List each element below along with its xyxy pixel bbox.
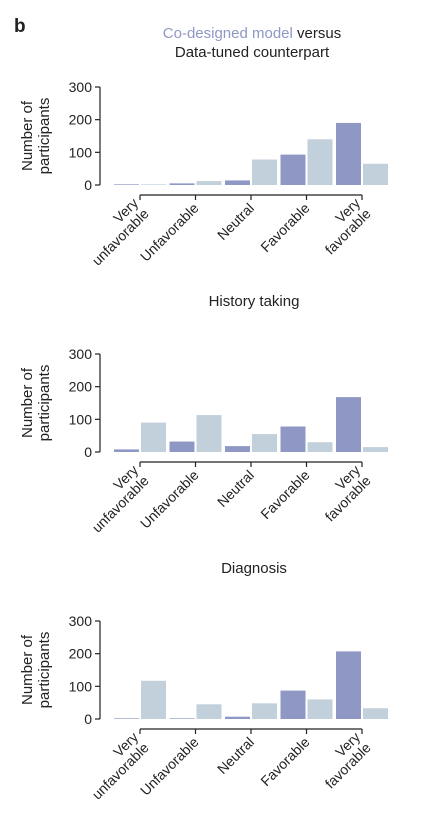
y-tick-label: 100 xyxy=(69,678,93,694)
legend-joiner: versus xyxy=(297,25,341,42)
bar xyxy=(225,180,250,185)
bar xyxy=(363,447,388,452)
bar xyxy=(307,699,333,719)
bar xyxy=(114,184,139,185)
x-tick-label: Neutral xyxy=(214,734,257,777)
x-axis-label: Diagnosis xyxy=(221,560,287,577)
x-tick-label: Unfavorable xyxy=(137,467,202,532)
x-tick-label: Favorable xyxy=(257,467,312,522)
bar xyxy=(225,716,250,719)
y-tick-label: 0 xyxy=(84,711,92,727)
x-tick-label: Favorable xyxy=(257,734,312,789)
bar xyxy=(196,415,222,452)
bar xyxy=(196,704,222,719)
bar xyxy=(363,163,388,185)
panel-label: b xyxy=(14,16,26,37)
y-tick-label: 100 xyxy=(69,411,93,427)
bar xyxy=(307,139,333,185)
bar xyxy=(336,122,361,185)
y-tick-label: 300 xyxy=(69,346,93,362)
x-tick-label: Neutral xyxy=(214,467,257,510)
x-tick-label: Veryfavorable xyxy=(311,195,374,258)
bar xyxy=(252,434,277,452)
x-tick-label: Unfavorable xyxy=(137,734,202,799)
bar xyxy=(307,442,333,452)
y-tick-label: 300 xyxy=(69,613,93,629)
bar xyxy=(114,718,139,719)
bar xyxy=(114,449,139,452)
x-tick-label: Neutral xyxy=(214,200,257,243)
y-tick-label: 300 xyxy=(69,79,93,95)
y-tick-label: 200 xyxy=(69,379,93,395)
bar xyxy=(363,708,388,719)
x-axis-label: History taking xyxy=(209,293,300,310)
bar xyxy=(196,181,222,185)
bar xyxy=(252,703,277,719)
legend-entry: Co-designed model xyxy=(163,25,293,42)
bar xyxy=(280,426,306,452)
bar xyxy=(169,441,195,452)
y-axis-label: Number ofparticipants xyxy=(19,98,53,175)
x-tick-label: Unfavorable xyxy=(137,200,202,265)
x-tick-label: Veryfavorable xyxy=(311,729,374,792)
bar xyxy=(225,446,250,452)
y-tick-label: 200 xyxy=(69,646,93,662)
bar xyxy=(252,159,277,185)
y-tick-label: 0 xyxy=(84,177,92,193)
x-tick-label: Veryfavorable xyxy=(311,462,374,525)
legend: Co-designed model versus xyxy=(163,25,341,42)
bar xyxy=(141,680,166,719)
bar xyxy=(280,690,306,719)
legend-entry: Data-tuned counterpart xyxy=(175,44,330,61)
bar xyxy=(141,184,166,185)
y-axis-label: Number ofparticipants xyxy=(19,632,53,709)
bar xyxy=(169,183,195,185)
y-axis-label: Number ofparticipants xyxy=(19,365,53,442)
y-tick-label: 100 xyxy=(69,144,93,160)
bar xyxy=(280,154,306,185)
bar xyxy=(336,397,361,452)
bar xyxy=(336,651,361,719)
bar xyxy=(169,718,195,719)
x-tick-label: Favorable xyxy=(257,200,312,255)
y-tick-label: 0 xyxy=(84,444,92,460)
y-tick-label: 200 xyxy=(69,112,93,128)
bar xyxy=(141,422,166,452)
